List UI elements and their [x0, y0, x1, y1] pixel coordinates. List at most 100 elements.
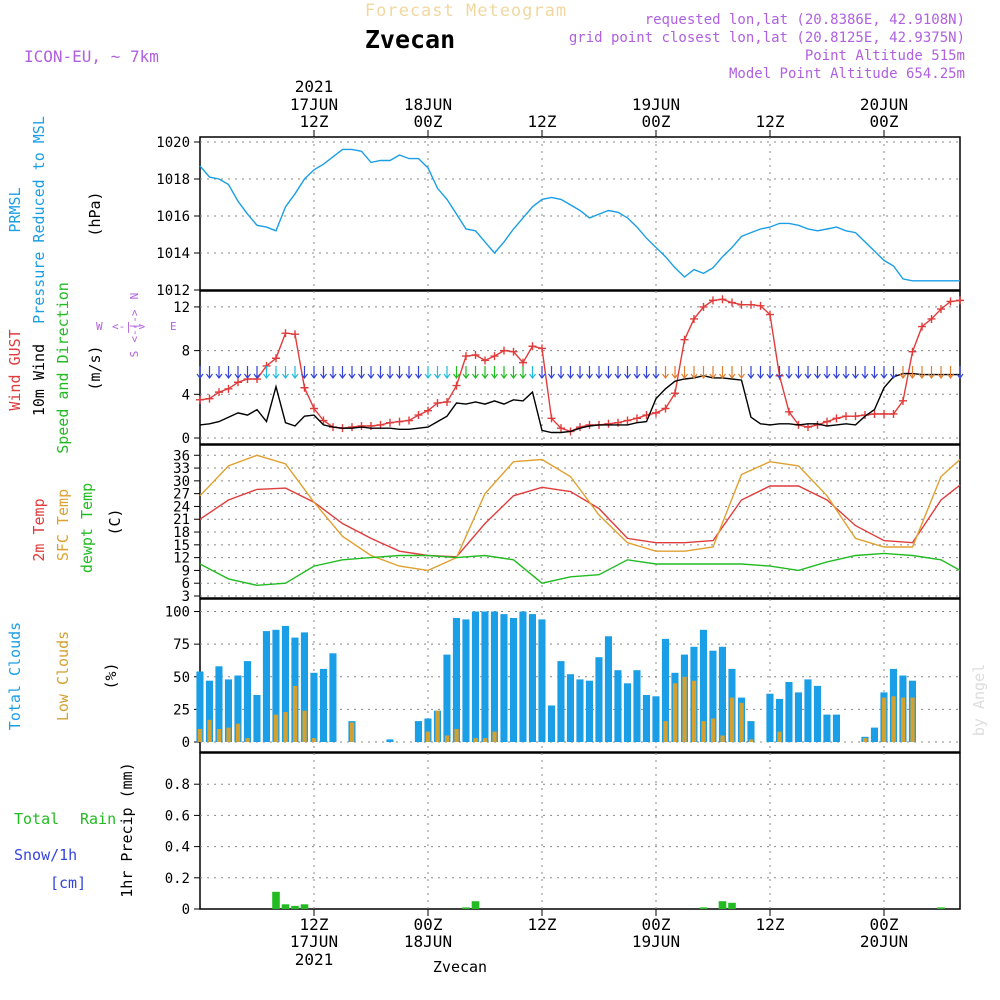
- series-pressure: [199, 148, 960, 282]
- wind-arrow: [814, 366, 821, 379]
- series-line: [199, 148, 960, 282]
- total-cloud-bar: [262, 631, 270, 742]
- compass-w: W: [96, 320, 103, 333]
- gust-marker: [291, 330, 299, 339]
- bottom-hour-label: 00Z: [870, 915, 899, 934]
- panel-frame: [199, 136, 961, 291]
- low-cloud-bar: [473, 738, 478, 742]
- low-cloud-bar: [720, 735, 725, 742]
- low-cloud-bar: [739, 702, 744, 742]
- y-tick-label: 21: [173, 512, 190, 528]
- total-cloud-bar: [823, 714, 831, 742]
- panel-axis-label: Total Clouds: [6, 622, 24, 730]
- gust-marker: [405, 416, 413, 425]
- gust-marker: [471, 350, 480, 359]
- total-cloud-bar: [576, 679, 584, 742]
- panel-frame: [199, 444, 961, 599]
- y-tick-label: 24: [173, 499, 190, 515]
- series-line: [199, 372, 960, 434]
- series-line: [199, 484, 961, 558]
- total-cloud-bar: [775, 698, 783, 742]
- gust-marker: [908, 347, 917, 356]
- gust-marker: [718, 295, 727, 304]
- wind-arrow: [766, 366, 774, 379]
- low-cloud-bar: [663, 721, 668, 742]
- gust-marker: [462, 352, 470, 361]
- gust-marker: [509, 347, 518, 356]
- low-cloud-bar: [454, 729, 459, 742]
- wind-arrow: [196, 366, 204, 379]
- y-tick-label: 6: [182, 576, 190, 592]
- low-cloud-bar: [891, 696, 896, 742]
- wind-arrow: [833, 366, 840, 379]
- wind-arrow: [396, 366, 403, 379]
- wind-arrow: [719, 366, 726, 379]
- gust-marker: [433, 399, 442, 408]
- gust-marker: [709, 296, 717, 305]
- series-line: [199, 454, 961, 572]
- gust-marker: [528, 342, 537, 351]
- wind-arrow: [709, 366, 717, 379]
- total-cloud-bar: [813, 685, 821, 742]
- wind-arrow: [899, 366, 907, 379]
- wind-arrow: [301, 366, 308, 379]
- low-cloud-bar: [482, 738, 488, 742]
- y-tick-label: 1020: [156, 135, 190, 151]
- wind-arrow: [491, 366, 498, 379]
- wind-arrow: [291, 366, 299, 379]
- gust-marker: [690, 314, 698, 323]
- total-cloud-bar: [462, 619, 470, 742]
- wind-arrow: [605, 366, 612, 379]
- low-cloud-bar: [283, 712, 288, 742]
- wind-arrow: [405, 366, 413, 379]
- precip-bar: [699, 907, 708, 909]
- y-tick-label: 0: [182, 735, 190, 751]
- panel-wind: 0 4 8 12: [173, 290, 964, 447]
- low-cloud-bar: [245, 738, 250, 742]
- wind-arrow: [272, 366, 280, 379]
- gust-marker: [737, 300, 746, 309]
- total-cloud-bar: [709, 650, 717, 742]
- grid-point-coords: grid point closest lon,lat (20.8125E, 42…: [569, 30, 965, 46]
- y-tick-label: 0.2: [165, 871, 190, 887]
- total-cloud-bar: [281, 625, 289, 742]
- low-cloud-bar: [682, 676, 687, 742]
- total-cloud-bar: [661, 638, 669, 742]
- low-cloud-bar: [425, 731, 431, 742]
- wind-arrow: [215, 366, 223, 379]
- total-cloud-bar: [794, 692, 802, 742]
- top-day-label: 19JUN: [632, 95, 680, 114]
- panel-axis-label: (%): [102, 662, 120, 689]
- wind-arrow: [348, 366, 356, 379]
- low-cloud-bar: [273, 714, 279, 742]
- total-cloud-bar: [205, 680, 213, 742]
- series-line: [199, 552, 961, 587]
- precip-legend-rain: Rain: [80, 810, 116, 828]
- low-cloud-bar: [302, 710, 307, 742]
- panel-axis-label: Low Clouds: [54, 631, 72, 721]
- panel-clouds: 0 25 50 75 100: [165, 598, 961, 753]
- total-cloud-bar: [414, 721, 422, 742]
- low-cloud-bar: [235, 723, 241, 742]
- wind-arrow: [548, 366, 555, 379]
- footer-location: Zvecan: [433, 958, 487, 976]
- super-title: Forecast Meteogram: [365, 1, 567, 21]
- low-cloud-bar: [729, 697, 735, 742]
- credit-watermark: by Angel: [970, 664, 988, 736]
- gust-marker: [196, 395, 204, 404]
- total-cloud-bar: [481, 611, 489, 742]
- precip-legend-cm: [cm]: [50, 874, 86, 892]
- total-cloud-bar: [243, 661, 251, 742]
- low-cloud-bar: [444, 735, 450, 742]
- panel-axis-label: (m/s): [86, 345, 104, 390]
- bottom-hour-label: 12Z: [300, 915, 329, 934]
- wind-arrow: [757, 366, 764, 379]
- top-day-label: 20JUN: [860, 95, 908, 114]
- compass-v-arrow: <-|->: [128, 309, 141, 342]
- gust-marker: [652, 408, 660, 417]
- total-cloud-bar: [718, 646, 726, 742]
- total-cloud-bar: [329, 653, 337, 742]
- low-cloud-bar: [701, 721, 706, 742]
- y-tick-label: 18: [173, 525, 190, 541]
